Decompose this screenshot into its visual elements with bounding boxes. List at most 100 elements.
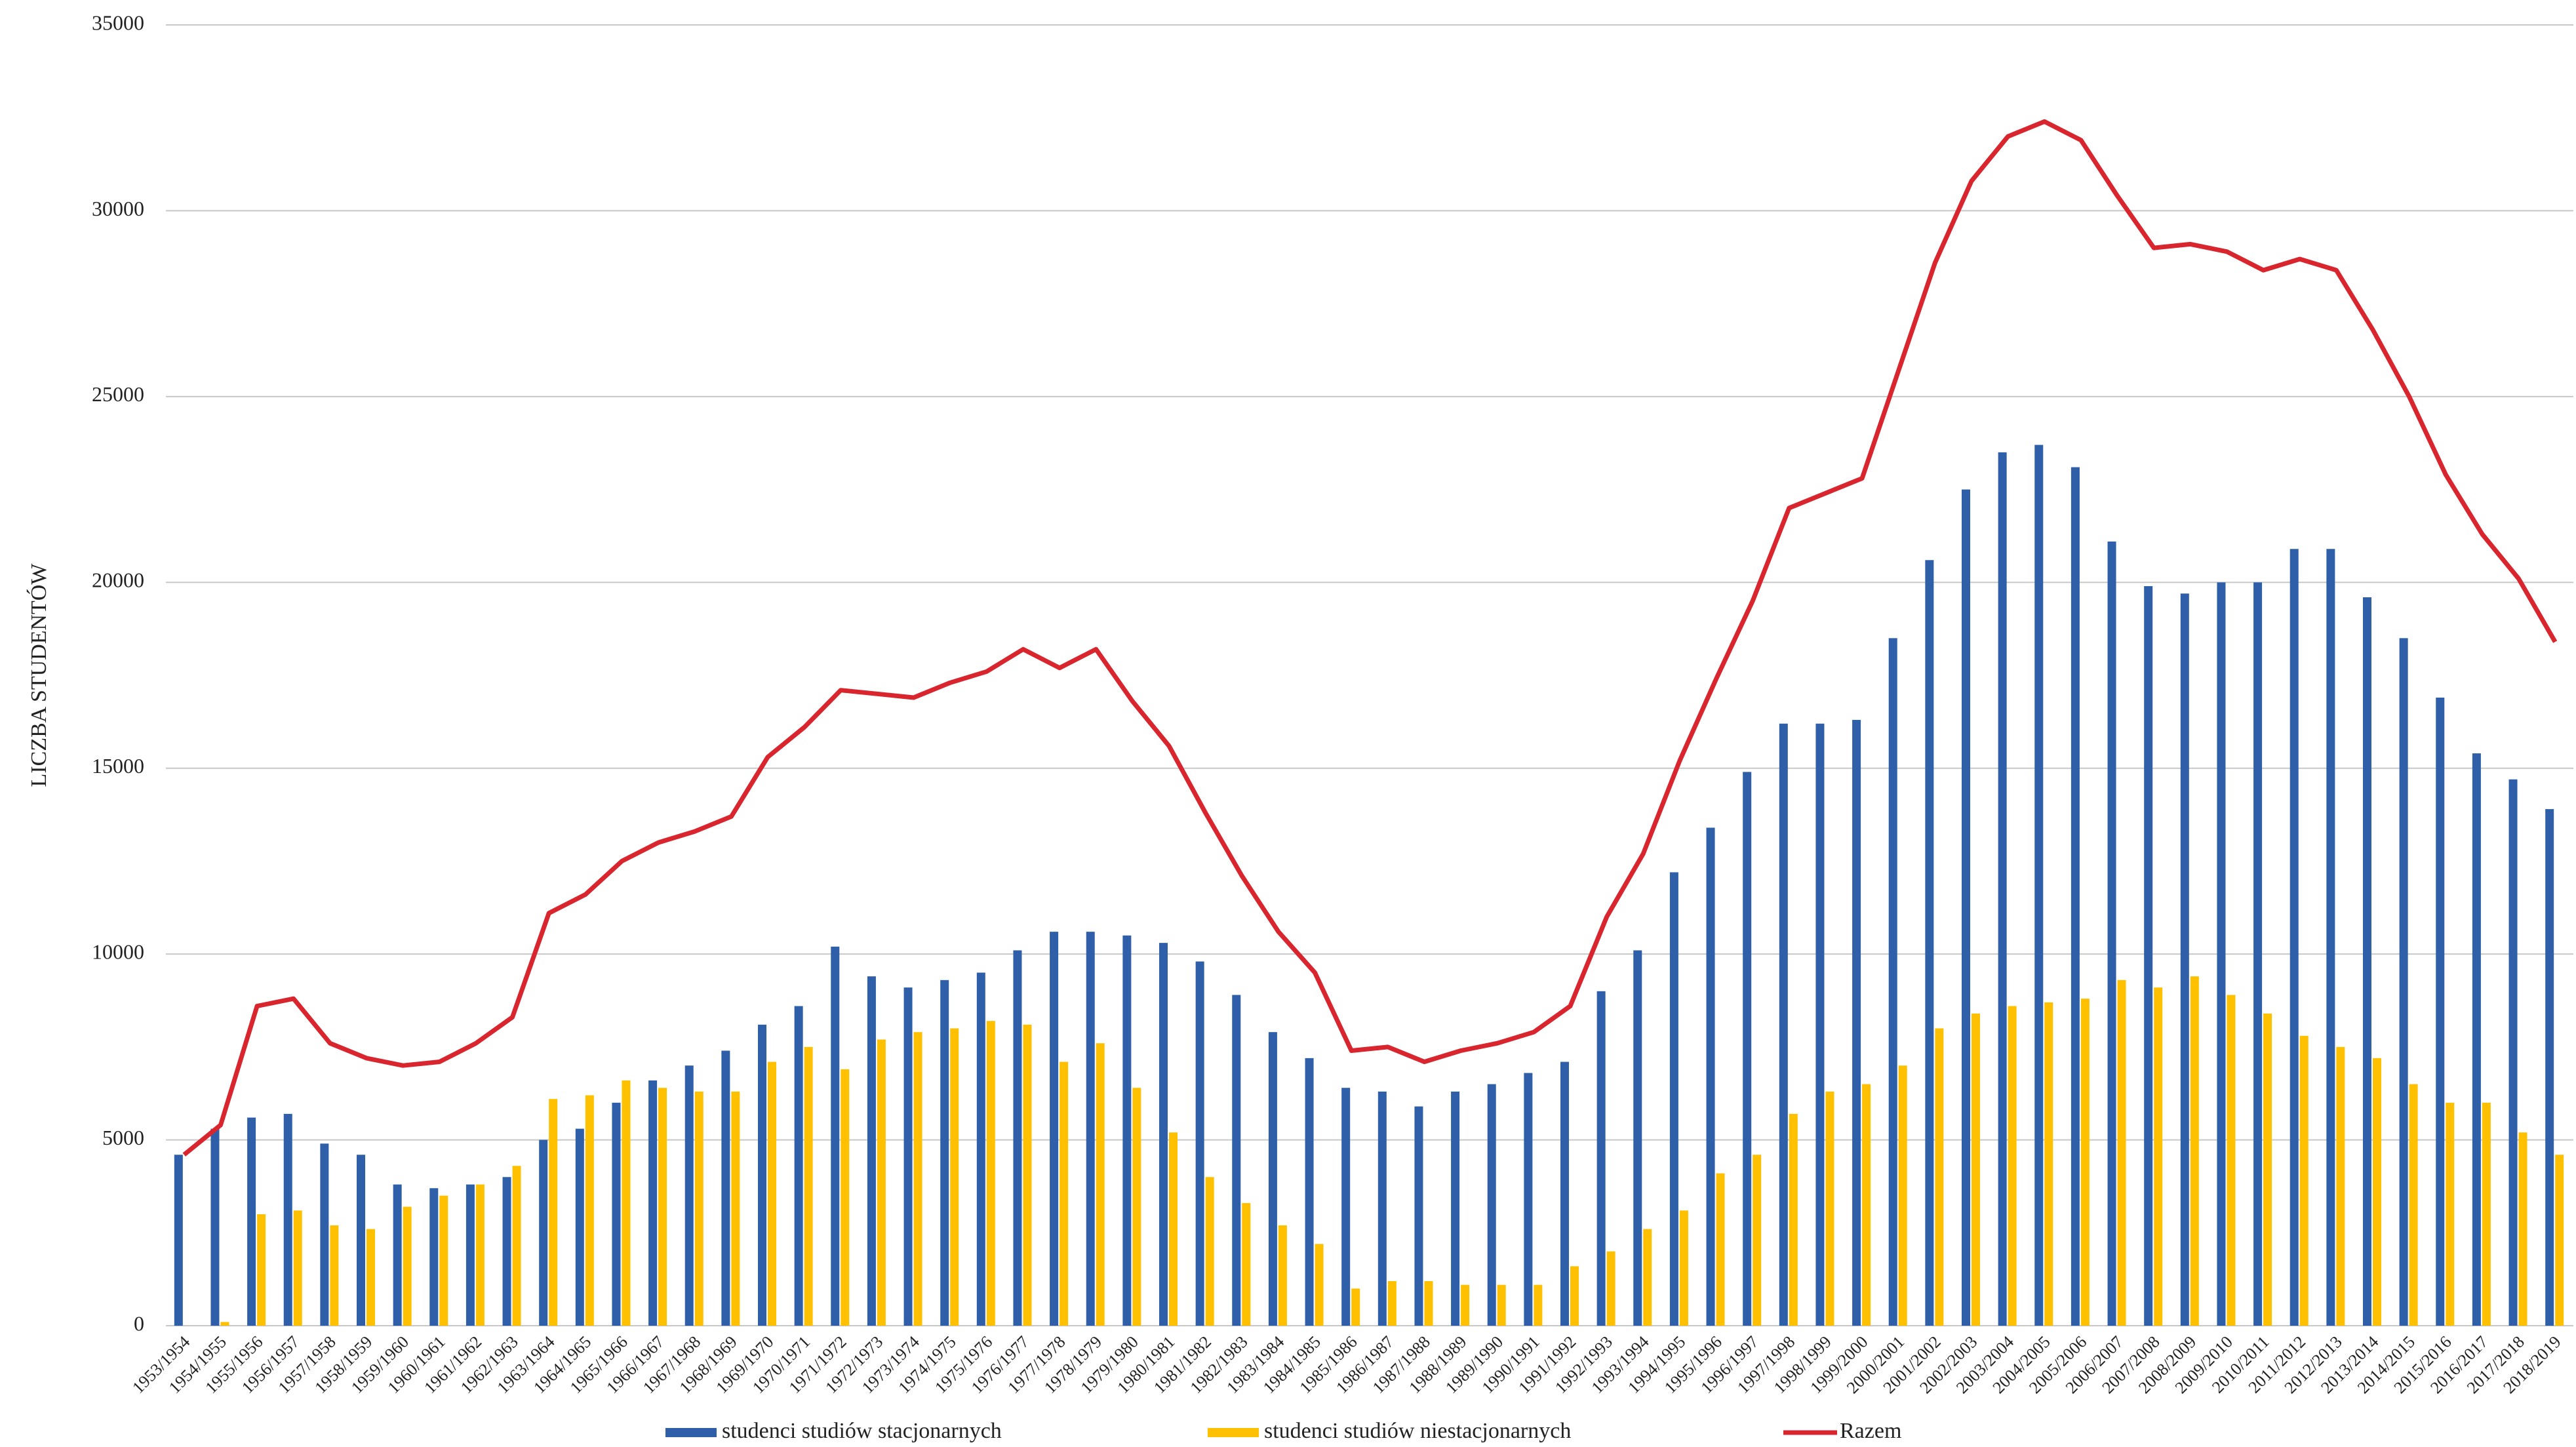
bar <box>1451 1091 1460 1326</box>
bar <box>612 1102 621 1326</box>
bar <box>1195 961 1204 1326</box>
bar <box>1169 1132 1178 1326</box>
bar <box>1159 943 1168 1326</box>
bar <box>758 1024 766 1326</box>
bar <box>2263 1013 2272 1326</box>
y-tick-label: 0 <box>134 1311 144 1335</box>
bar <box>283 1113 292 1326</box>
bar <box>2154 987 2163 1326</box>
bar <box>684 1065 694 1326</box>
bar <box>1716 1173 1725 1326</box>
bar <box>1560 1061 1569 1326</box>
bar <box>913 1032 922 1326</box>
bar <box>622 1080 631 1326</box>
bar <box>1925 560 1934 1326</box>
bar <box>439 1195 448 1326</box>
y-tick-label: 15000 <box>92 754 144 778</box>
y-tick-label: 30000 <box>92 197 144 220</box>
legend-swatch <box>665 1428 717 1437</box>
bar <box>502 1177 511 1326</box>
bar <box>1377 1091 1387 1326</box>
bar <box>2472 753 2481 1326</box>
bar <box>549 1099 558 1326</box>
bar <box>1086 932 1095 1326</box>
bar <box>2071 467 2080 1326</box>
bar <box>841 1069 850 1326</box>
bar <box>1862 1084 1871 1326</box>
bar <box>2117 980 2126 1326</box>
bar <box>1414 1106 1423 1326</box>
bar <box>658 1088 667 1326</box>
legend-label: studenci studiów stacjonarnych <box>722 1419 1002 1443</box>
bar <box>1789 1113 1798 1326</box>
bar <box>1962 489 1970 1326</box>
bar <box>1205 1177 1214 1326</box>
bar <box>2217 582 2226 1326</box>
bar <box>1050 932 1059 1326</box>
bar <box>2436 698 2445 1326</box>
bar <box>768 1061 776 1326</box>
bar <box>2446 1102 2455 1326</box>
bar <box>1122 935 1132 1326</box>
bar <box>257 1214 266 1326</box>
line <box>182 119 2558 1157</box>
bar <box>475 1184 485 1326</box>
bar <box>976 972 985 1326</box>
bar <box>1706 827 1715 1326</box>
bar <box>831 946 840 1326</box>
bar <box>1268 1032 1277 1326</box>
bar <box>2144 585 2153 1326</box>
y-tick-label: 20000 <box>92 568 144 592</box>
bar <box>1998 452 2007 1326</box>
bar <box>2190 976 2199 1326</box>
bar <box>466 1184 475 1326</box>
bar <box>2289 549 2299 1326</box>
bar <box>1060 1061 1069 1326</box>
bar <box>2253 582 2263 1326</box>
bar <box>210 1128 220 1326</box>
bar <box>1753 1155 1762 1326</box>
bar <box>1461 1284 1470 1326</box>
bar <box>174 1155 183 1326</box>
bar <box>1242 1202 1251 1326</box>
bar <box>1232 995 1241 1326</box>
bar <box>1743 772 1752 1326</box>
bar <box>2034 445 2044 1326</box>
bar <box>1669 872 1678 1326</box>
bar <box>2545 809 2554 1326</box>
bar <box>2409 1084 2418 1326</box>
bar <box>1424 1280 1433 1326</box>
y-tick-label: 25000 <box>92 382 144 406</box>
bar <box>512 1166 521 1326</box>
bar <box>950 1028 959 1326</box>
y-tick-label: 10000 <box>92 940 144 963</box>
bar <box>1606 1251 1615 1326</box>
bar <box>1679 1210 1688 1326</box>
bar <box>429 1188 439 1326</box>
bar <box>367 1229 375 1326</box>
bar <box>393 1184 402 1326</box>
bar <box>1898 1065 1907 1326</box>
bar <box>2555 1155 2564 1326</box>
bar <box>220 1322 229 1326</box>
bar <box>2399 638 2408 1326</box>
bar <box>877 1039 886 1326</box>
bar <box>2080 999 2090 1326</box>
bar <box>1825 1091 1834 1326</box>
bar <box>1852 720 1861 1326</box>
bar <box>2482 1102 2491 1326</box>
bar <box>804 1046 813 1326</box>
bar <box>1534 1284 1543 1326</box>
bar <box>1487 1084 1496 1326</box>
bar <box>2363 597 2371 1326</box>
bar <box>2180 593 2189 1326</box>
bar <box>794 1006 803 1326</box>
bar <box>2373 1058 2381 1326</box>
bar <box>575 1128 584 1326</box>
bar <box>1524 1073 1533 1326</box>
bar <box>1305 1058 1314 1326</box>
bar <box>903 987 913 1326</box>
bar <box>1096 1043 1105 1326</box>
bar <box>694 1091 703 1326</box>
bar <box>2508 779 2518 1326</box>
